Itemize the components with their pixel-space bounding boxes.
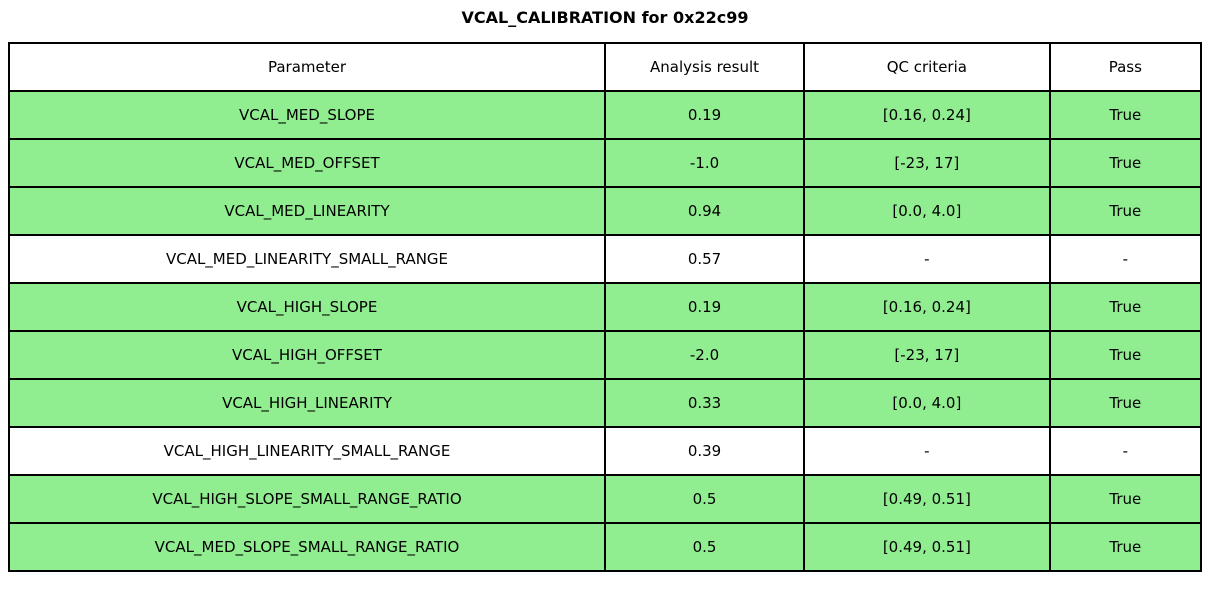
cell-parameter: VCAL_HIGH_OFFSET [8, 330, 606, 380]
cell-pass: True [1048, 474, 1203, 524]
table-row: VCAL_HIGH_OFFSET -2.0 [-23, 17] True [8, 330, 1203, 380]
cell-parameter: VCAL_MED_SLOPE_SMALL_RANGE_RATIO [8, 522, 606, 572]
cell-pass: - [1048, 426, 1203, 476]
cell-qc-criteria: [0.16, 0.24] [803, 90, 1051, 140]
qc-results-table: Parameter Analysis result QC criteria Pa… [8, 42, 1203, 572]
cell-analysis-result: 0.5 [603, 474, 806, 524]
cell-pass: True [1048, 138, 1203, 188]
cell-qc-criteria: [0.0, 4.0] [803, 378, 1051, 428]
cell-pass: True [1048, 378, 1203, 428]
cell-pass: True [1048, 282, 1203, 332]
cell-analysis-result: -1.0 [603, 138, 806, 188]
column-header-parameter: Parameter [8, 42, 606, 92]
cell-analysis-result: 0.33 [603, 378, 806, 428]
cell-analysis-result: -2.0 [603, 330, 806, 380]
cell-parameter: VCAL_MED_LINEARITY [8, 186, 606, 236]
cell-analysis-result: 0.19 [603, 282, 806, 332]
table-row: VCAL_MED_SLOPE_SMALL_RANGE_RATIO 0.5 [0.… [8, 522, 1203, 572]
cell-analysis-result: 0.94 [603, 186, 806, 236]
cell-parameter: VCAL_MED_SLOPE [8, 90, 606, 140]
cell-analysis-result: 0.39 [603, 426, 806, 476]
column-header-qc-criteria: QC criteria [803, 42, 1051, 92]
table-row: VCAL_MED_LINEARITY 0.94 [0.0, 4.0] True [8, 186, 1203, 236]
cell-qc-criteria: [0.0, 4.0] [803, 186, 1051, 236]
cell-qc-criteria: [-23, 17] [803, 138, 1051, 188]
cell-pass: True [1048, 186, 1203, 236]
table-row: VCAL_HIGH_LINEARITY_SMALL_RANGE 0.39 - - [8, 426, 1203, 476]
cell-pass: True [1048, 330, 1203, 380]
cell-parameter: VCAL_HIGH_LINEARITY [8, 378, 606, 428]
table-row: VCAL_MED_LINEARITY_SMALL_RANGE 0.57 - - [8, 234, 1203, 284]
cell-parameter: VCAL_HIGH_SLOPE_SMALL_RANGE_RATIO [8, 474, 606, 524]
table-row: VCAL_MED_OFFSET -1.0 [-23, 17] True [8, 138, 1203, 188]
cell-pass: - [1048, 234, 1203, 284]
cell-qc-criteria: [0.16, 0.24] [803, 282, 1051, 332]
table-header-row: Parameter Analysis result QC criteria Pa… [8, 42, 1203, 92]
cell-parameter: VCAL_MED_OFFSET [8, 138, 606, 188]
cell-parameter: VCAL_HIGH_SLOPE [8, 282, 606, 332]
cell-qc-criteria: - [803, 426, 1051, 476]
table-row: VCAL_HIGH_SLOPE 0.19 [0.16, 0.24] True [8, 282, 1203, 332]
cell-analysis-result: 0.57 [603, 234, 806, 284]
column-header-analysis-result: Analysis result [603, 42, 806, 92]
cell-qc-criteria: [-23, 17] [803, 330, 1051, 380]
cell-pass: True [1048, 522, 1203, 572]
cell-pass: True [1048, 90, 1203, 140]
page-title: VCAL_CALIBRATION for 0x22c99 [461, 8, 749, 27]
table-row: VCAL_HIGH_SLOPE_SMALL_RANGE_RATIO 0.5 [0… [8, 474, 1203, 524]
column-header-pass: Pass [1048, 42, 1203, 92]
cell-qc-criteria: [0.49, 0.51] [803, 522, 1051, 572]
table-row: VCAL_HIGH_LINEARITY 0.33 [0.0, 4.0] True [8, 378, 1203, 428]
cell-parameter: VCAL_HIGH_LINEARITY_SMALL_RANGE [8, 426, 606, 476]
cell-analysis-result: 0.5 [603, 522, 806, 572]
cell-qc-criteria: - [803, 234, 1051, 284]
cell-parameter: VCAL_MED_LINEARITY_SMALL_RANGE [8, 234, 606, 284]
cell-qc-criteria: [0.49, 0.51] [803, 474, 1051, 524]
table-row: VCAL_MED_SLOPE 0.19 [0.16, 0.24] True [8, 90, 1203, 140]
cell-analysis-result: 0.19 [603, 90, 806, 140]
